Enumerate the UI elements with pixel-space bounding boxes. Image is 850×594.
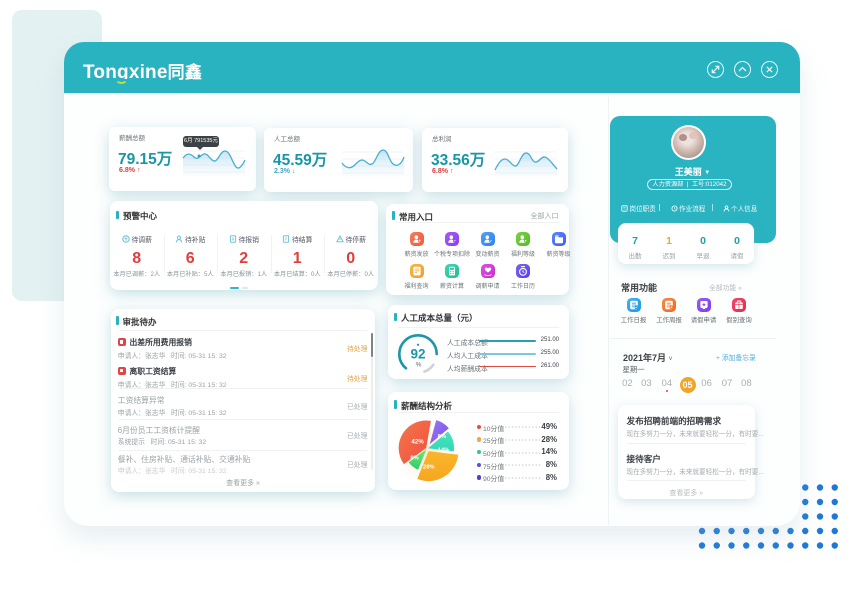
svg-text:%: % [416,362,422,369]
svg-text:92: 92 [410,347,425,362]
svg-text:8%: 8% [437,434,445,440]
svg-text:8%: 8% [410,456,418,462]
svg-text:14%: 14% [437,448,449,454]
svg-text:28%: 28% [422,464,434,470]
svg-text:42%: 42% [411,439,424,446]
